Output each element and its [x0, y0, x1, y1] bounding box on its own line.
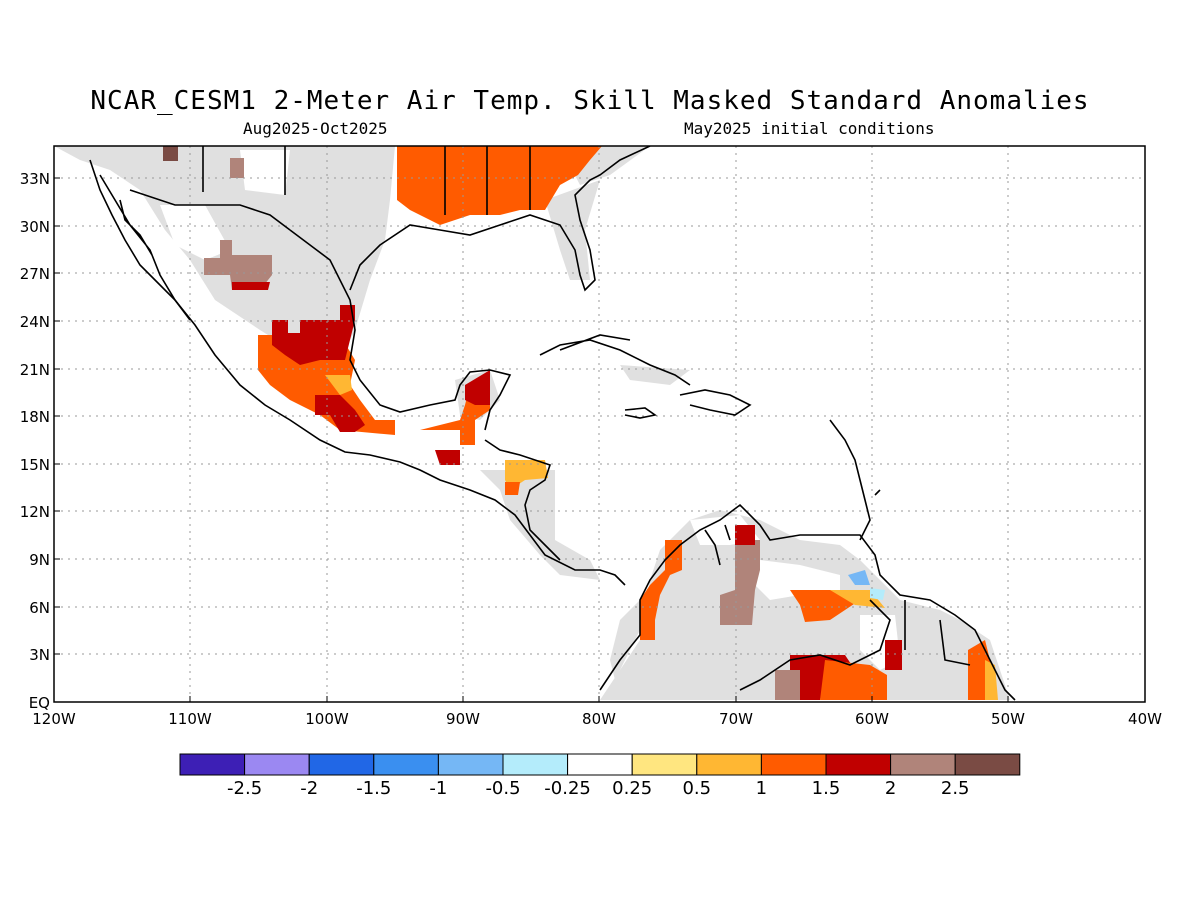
border-us-mexico — [129, 189, 291, 231]
mask-central-america — [480, 470, 600, 580]
border-us-states — [202, 146, 531, 215]
colorbar-label: -0.25 — [544, 778, 591, 799]
colorbar-swatch — [890, 753, 956, 776]
colorbar-swatch — [373, 753, 439, 776]
coast-baja — [99, 174, 191, 321]
lat-label: 18N — [20, 408, 50, 426]
lat-label: 15N — [20, 456, 50, 474]
coast-gulf-mexico — [289, 229, 512, 431]
colorbar — [179, 753, 1021, 776]
colorbar-label: 0.25 — [612, 778, 652, 799]
colorbar-swatch — [244, 753, 310, 776]
coast-cuba — [539, 334, 691, 386]
coast-lake-maracaibo — [704, 524, 731, 566]
lat-label: 30N — [20, 218, 50, 236]
lat-label: 27N — [20, 265, 50, 283]
tick-marks — [53, 177, 1146, 703]
lon-label: 90W — [446, 710, 480, 728]
longitude-labels: 120W 110W 100W 90W 80W 70W 60W 50W 40W — [32, 710, 1162, 728]
colorbar-swatch — [696, 753, 762, 776]
lon-label: 70W — [719, 710, 753, 728]
colorbar-label: -2 — [300, 778, 318, 799]
colorbar-label: 2.5 — [941, 778, 970, 799]
map-fields — [54, 146, 1145, 702]
mask-cuba — [620, 365, 690, 385]
colorbar-swatch — [760, 753, 827, 776]
mask-colombia-west — [610, 600, 640, 680]
colorbar-label: 0.5 — [682, 778, 711, 799]
anomaly-venezuela-1p5 — [790, 590, 860, 622]
colorbar-label: 1.5 — [812, 778, 841, 799]
anomaly-amazon-1p5 — [820, 660, 887, 700]
colorbar-swatch — [437, 753, 504, 776]
anomaly-venezuela-2 — [735, 525, 755, 545]
valid-period: Aug2025-Oct2025 — [243, 119, 388, 138]
coast-central-america-caribbean — [484, 439, 561, 561]
anomaly-mexico-south — [315, 395, 365, 432]
anomaly-amazon-brown — [775, 670, 800, 700]
anomaly-colombia — [640, 540, 682, 640]
anomaly-arizona-brown — [230, 158, 244, 178]
lon-label: 100W — [305, 710, 349, 728]
lat-label: 33N — [20, 170, 50, 188]
lon-label: 110W — [168, 710, 212, 728]
colorbar-label: -2.5 — [227, 778, 262, 799]
lat-label: 3N — [29, 646, 50, 664]
gap-nw-mexico — [240, 150, 290, 195]
lat-label: 24N — [20, 313, 50, 331]
colorbar-swatch — [179, 753, 246, 776]
colorbar-swatch — [825, 753, 892, 776]
lon-label: 80W — [582, 710, 616, 728]
anomaly-mexico-1 — [325, 375, 352, 395]
lon-label: 40W — [1128, 710, 1162, 728]
coast-us-gulf — [349, 146, 651, 292]
border-venezuela-brazil — [739, 599, 891, 691]
coastlines — [89, 146, 1016, 701]
initial-conditions: May2025 initial conditions — [684, 119, 935, 138]
anomaly-guatemala-2 — [435, 450, 460, 465]
anomaly-honduras-2 — [505, 482, 520, 495]
colorbar-label: -1.5 — [356, 778, 391, 799]
colorbar-label: -0.5 — [485, 778, 520, 799]
coast-south-america — [599, 503, 1016, 701]
anomaly-mexico-2 — [272, 305, 355, 365]
colorbar-label: 2 — [885, 778, 896, 799]
map-title: NCAR_CESM1 2-Meter Air Temp. Skill Maske… — [90, 86, 1090, 116]
lat-label: 9N — [29, 551, 50, 569]
lon-label: 50W — [991, 710, 1025, 728]
coast-jamaica — [624, 407, 657, 419]
mask-florida — [545, 180, 600, 280]
coast-hispaniola — [679, 389, 752, 416]
gap-baja — [160, 205, 230, 260]
anomaly-venezuela-brown — [720, 540, 760, 625]
coast-mexico-pacific — [89, 159, 626, 586]
latitude-labels: 33N 30N 27N 24N 21N 18N 15N 12N 9N 6N 3N EQ — [20, 170, 50, 712]
colorbar-swatch — [631, 753, 698, 776]
colorbar-label: -1 — [429, 778, 447, 799]
lat-label: 6N — [29, 599, 50, 617]
anomaly-trinidad-negative — [848, 570, 870, 585]
anomaly-guyana — [885, 640, 902, 670]
anomaly-trinidad-slight — [870, 588, 885, 600]
colorbar-swatch — [308, 753, 375, 776]
lon-label: 60W — [855, 710, 889, 728]
lat-label: EQ — [29, 694, 50, 712]
anomaly-texas-2 — [232, 282, 270, 290]
lat-label: 21N — [20, 361, 50, 379]
border-guianas — [904, 600, 971, 666]
anomaly-southeast-us — [397, 146, 602, 225]
lon-label: 120W — [32, 710, 76, 728]
colorbar-swatch — [954, 753, 1021, 776]
anomaly-nevada-dark — [163, 146, 178, 161]
gridlines — [54, 146, 1145, 702]
colorbar-swatch — [502, 753, 569, 776]
lat-label: 12N — [20, 503, 50, 521]
colorbar-labels: -2.5 -2 -1.5 -1 -0.5 -0.25 0.25 0.5 1 1.5 2 2.5 — [227, 778, 969, 799]
colorbar-swatch — [567, 753, 633, 776]
anomaly-yucatan-2 — [465, 370, 490, 405]
anomaly-texas-brown — [204, 240, 272, 290]
colorbar-label: 1 — [756, 778, 767, 799]
coast-lesser-antilles — [829, 419, 881, 541]
